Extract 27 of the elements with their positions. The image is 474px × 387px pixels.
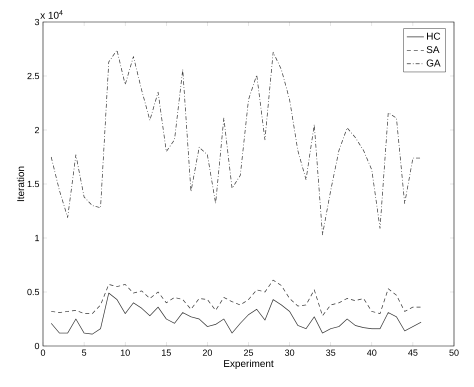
line-series (50, 292, 422, 334)
legend-label: GA (426, 60, 441, 67)
x-tick-label: 45 (408, 350, 418, 356)
legend-label: SA (426, 46, 440, 54)
x-axis-title: Experiment (224, 360, 274, 369)
y-axis-title: Iteration (16, 166, 24, 202)
line-series (50, 50, 422, 236)
line-series (50, 280, 422, 316)
x-tick-label: 10 (120, 350, 130, 356)
y-tick-label: 2 (34, 126, 40, 134)
x-tick-label: 5 (82, 350, 86, 356)
y-tick-label: 0.5 (27, 288, 40, 296)
text: x 10$^{4}$ (40, 10, 63, 19)
y-tick-label: 3 (34, 18, 40, 26)
x-tick-label: 30 (284, 350, 294, 356)
legend-label: HC (427, 32, 440, 40)
y-tick-label: 0 (34, 342, 40, 350)
y-tick-label: 1.5 (28, 180, 40, 188)
y-tick-label: 2.5 (27, 72, 40, 80)
x-tick-label: 50 (449, 350, 459, 356)
y-tick-label: 1 (35, 234, 40, 242)
x-tick-label: 20 (202, 350, 212, 356)
x-tick-label: 15 (162, 350, 171, 356)
x-tick-label: 35 (326, 350, 336, 356)
x-tick-label: 0 (40, 350, 46, 356)
x-tick-label: 25 (244, 350, 254, 356)
x-tick-label: 40 (367, 350, 376, 356)
